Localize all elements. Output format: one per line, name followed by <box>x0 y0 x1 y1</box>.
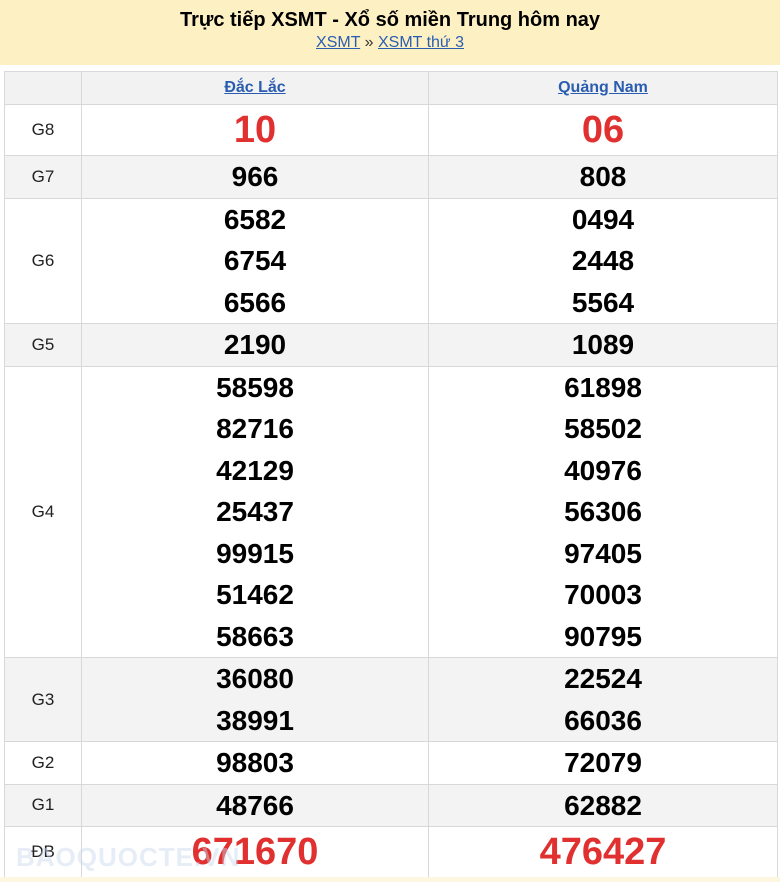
prize-cell: 58598 82716 42129 25437 99915 51462 58663 <box>81 365 429 658</box>
winning-number: 82716 <box>216 413 294 444</box>
prize-cell: 62882 <box>428 783 778 827</box>
winning-number: 1089 <box>571 329 635 360</box>
winning-number: 808 <box>579 161 627 192</box>
prize-cell: 48766 <box>81 783 429 827</box>
prize-cell: 808 <box>428 155 778 199</box>
footer-strip <box>0 877 780 882</box>
winning-number: 10 <box>233 109 277 151</box>
winning-number: 2448 <box>571 245 635 276</box>
prize-row: G8 10 06 <box>4 104 778 156</box>
winning-number: 5564 <box>571 286 635 318</box>
prize-cell: 2190 <box>81 323 429 367</box>
winning-number: 36080 <box>216 663 294 694</box>
winning-number: 0494 <box>571 203 635 235</box>
prize-label: G6 <box>4 197 82 324</box>
column-header-province: Đắc Lắc <box>81 71 429 105</box>
prize-row: G7 966 808 <box>4 155 778 199</box>
prize-label: G2 <box>4 741 82 785</box>
prize-label: G7 <box>4 155 82 199</box>
winning-number: 51462 <box>216 579 294 610</box>
winning-number: 98803 <box>216 747 294 778</box>
winning-number: 22524 <box>564 663 642 694</box>
winning-number: 62882 <box>564 789 642 821</box>
winning-number: 40976 <box>564 454 642 486</box>
breadcrumb: XSMT » XSMT thứ 3 <box>0 33 780 53</box>
winning-number: 671670 <box>191 831 319 873</box>
winning-number: 58598 <box>216 371 294 403</box>
prize-label: G3 <box>4 657 82 742</box>
watermark-logo: BAOQUOCTE.VN <box>16 842 241 872</box>
winning-number: 6566 <box>223 286 287 318</box>
prize-label: G1 <box>4 783 82 827</box>
prize-row: G1 48766 62882 <box>4 783 778 827</box>
prize-cell: 966 <box>81 155 429 199</box>
winning-number: 6754 <box>223 245 287 276</box>
winning-number: 56306 <box>564 496 642 527</box>
page-title: Trực tiếp XSMT - Xổ số miền Trung hôm na… <box>179 9 601 31</box>
prize-label: G5 <box>4 323 82 367</box>
province-link[interactable]: Quảng Nam <box>558 79 648 96</box>
winning-number: 99915 <box>216 537 294 569</box>
prize-row: G5 2190 1089 <box>4 323 778 367</box>
winning-number: 90795 <box>564 620 642 652</box>
breadcrumb-link-xsmt[interactable]: XSMT <box>316 34 361 51</box>
winning-number: 70003 <box>564 579 642 610</box>
province-link[interactable]: Đắc Lắc <box>224 79 286 96</box>
winning-number: 97405 <box>564 537 642 569</box>
prize-cell: 1089 <box>428 323 778 367</box>
prize-label: ĐB <box>4 826 82 878</box>
winning-number: 6582 <box>223 203 287 235</box>
prize-cell: 06 <box>428 104 778 156</box>
prize-cell: 476427 <box>428 826 778 878</box>
winning-number: 966 <box>231 161 279 192</box>
prize-row: G4 58598 82716 42129 25437 99915 51462 58663 618… <box>4 365 778 658</box>
prize-cell: 72079 <box>428 741 778 785</box>
winning-number: 476427 <box>539 831 667 873</box>
winning-number: 58663 <box>216 620 294 652</box>
prize-row: G6 6582 6754 6566 0494 2448 5564 <box>4 197 778 324</box>
prize-cell: 10 <box>81 104 429 156</box>
winning-number: 25437 <box>216 496 294 527</box>
column-header-province: Quảng Nam <box>428 71 778 105</box>
winning-number: 2190 <box>223 329 287 360</box>
prize-label: G4 <box>4 365 82 658</box>
winning-number: 66036 <box>564 704 642 736</box>
winning-number: 58502 <box>564 413 642 444</box>
prize-row: ĐB 671670 476427 <box>4 826 778 878</box>
prize-cell: 36080 38991 <box>81 657 429 742</box>
breadcrumb-link-xsmt-thu-3[interactable]: XSMT thứ 3 <box>377 34 464 51</box>
prize-row: G2 98803 72079 <box>4 741 778 785</box>
winning-number: 48766 <box>216 789 294 821</box>
corner-cell <box>4 71 82 105</box>
page-header: Trực tiếp XSMT - Xổ số miền Trung hôm na… <box>0 0 780 65</box>
prize-cell: 98803 <box>81 741 429 785</box>
winning-number: 38991 <box>216 704 294 736</box>
prize-cell: 0494 2448 5564 <box>428 197 778 324</box>
prize-cell: 6582 6754 6566 <box>81 197 429 324</box>
winning-number: 61898 <box>564 371 642 403</box>
prize-label: G8 <box>4 104 82 156</box>
results-table: Đắc Lắc Quảng Nam G8 10 06 G7 966 808 G6 6582 67… <box>4 71 778 878</box>
prize-row: G3 36080 38991 22524 66036 <box>4 657 778 742</box>
winning-number: 06 <box>581 109 625 151</box>
prize-cell: 671670 <box>81 826 429 878</box>
prize-cell: 22524 66036 <box>428 657 778 742</box>
prize-cell: 61898 58502 40976 56306 97405 70003 90795 <box>428 365 778 658</box>
winning-number: 72079 <box>564 747 642 778</box>
breadcrumb-separator: » <box>364 34 374 51</box>
winning-number: 42129 <box>216 454 294 486</box>
